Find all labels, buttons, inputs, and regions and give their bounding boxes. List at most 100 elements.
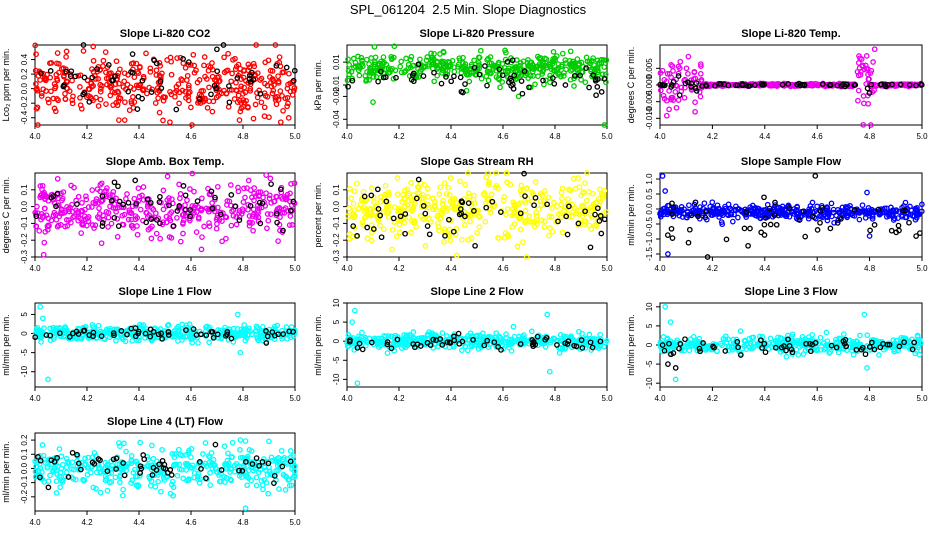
data-point	[253, 482, 260, 489]
data-point	[871, 346, 878, 353]
data-point	[826, 350, 833, 356]
data-point	[778, 344, 785, 351]
series-1	[344, 307, 610, 387]
data-point	[361, 193, 368, 200]
data-point	[208, 91, 214, 98]
data-point	[808, 205, 815, 212]
data-point	[902, 207, 909, 214]
data-point	[772, 199, 778, 206]
data-point	[701, 200, 708, 207]
data-point	[125, 88, 132, 95]
data-point	[843, 81, 850, 88]
data-point	[586, 84, 592, 91]
data-point	[81, 327, 88, 334]
data-point	[176, 100, 182, 107]
data-point	[377, 212, 384, 219]
data-point	[193, 229, 200, 235]
data-point	[120, 486, 127, 493]
series-2	[33, 177, 297, 234]
data-point	[230, 56, 236, 63]
data-point	[86, 99, 93, 105]
data-point	[242, 337, 249, 344]
data-point	[183, 327, 189, 333]
data-point	[429, 57, 435, 64]
data-point	[105, 214, 112, 221]
x-tick-label: 4.0	[341, 394, 353, 403]
data-point	[423, 57, 430, 64]
data-point	[276, 205, 283, 211]
data-point	[836, 214, 843, 221]
data-point	[291, 180, 298, 187]
data-point	[593, 66, 599, 73]
data-point	[122, 99, 128, 106]
data-point	[427, 342, 434, 348]
data-point	[63, 48, 70, 55]
data-point	[183, 452, 189, 458]
data-point	[675, 70, 682, 77]
data-point	[125, 199, 132, 206]
data-point	[692, 99, 698, 106]
data-point	[380, 54, 387, 60]
data-point	[442, 232, 448, 239]
data-point	[111, 214, 118, 221]
x-tick-label: 4.0	[341, 264, 353, 273]
data-point	[215, 73, 222, 80]
data-point	[244, 482, 251, 489]
data-point	[90, 484, 97, 491]
data-point	[465, 190, 472, 197]
data-point	[38, 216, 44, 223]
data-point	[523, 254, 530, 260]
data-point	[80, 48, 87, 54]
data-point	[419, 336, 426, 343]
data-point	[502, 47, 508, 54]
data-point	[470, 336, 476, 343]
x-tick-label: 4.4	[759, 394, 771, 403]
data-point	[485, 181, 492, 188]
data-point	[216, 216, 223, 223]
data-point	[52, 211, 59, 218]
data-point	[715, 209, 721, 215]
data-point	[871, 46, 878, 53]
data-point	[140, 184, 147, 190]
y-tick-label: -5	[20, 349, 29, 357]
data-point	[517, 341, 524, 347]
data-point	[73, 335, 80, 342]
data-point	[836, 209, 843, 216]
data-point	[155, 331, 162, 338]
data-point	[587, 244, 594, 251]
data-point	[63, 54, 69, 60]
data-point	[692, 85, 699, 92]
data-point	[102, 459, 109, 466]
data-point	[795, 352, 802, 358]
data-point	[94, 186, 101, 193]
data-point	[809, 199, 816, 206]
data-point	[33, 223, 40, 230]
data-point	[291, 85, 298, 91]
data-point	[33, 460, 40, 466]
data-point	[199, 95, 206, 102]
y-tick-label: 0.2	[20, 68, 29, 80]
data-point	[546, 232, 552, 239]
data-point	[549, 228, 556, 235]
data-point	[685, 239, 692, 246]
data-point	[457, 178, 463, 185]
data-point	[468, 61, 475, 68]
data-point	[279, 92, 285, 99]
data-point	[269, 68, 276, 74]
data-point	[888, 227, 895, 234]
data-point	[670, 68, 676, 74]
data-point	[368, 185, 375, 191]
data-point	[430, 336, 437, 343]
data-point	[919, 201, 925, 208]
data-point	[530, 338, 537, 345]
chart-title: Slope Amb. Box Temp.	[106, 156, 225, 168]
data-point	[700, 342, 707, 349]
data-point	[63, 217, 70, 223]
data-point	[674, 337, 680, 344]
data-point	[285, 477, 292, 483]
x-tick-label: 5.0	[916, 394, 928, 403]
data-point	[712, 82, 718, 89]
data-point	[527, 73, 534, 79]
data-point	[710, 343, 716, 350]
data-point	[364, 224, 371, 231]
